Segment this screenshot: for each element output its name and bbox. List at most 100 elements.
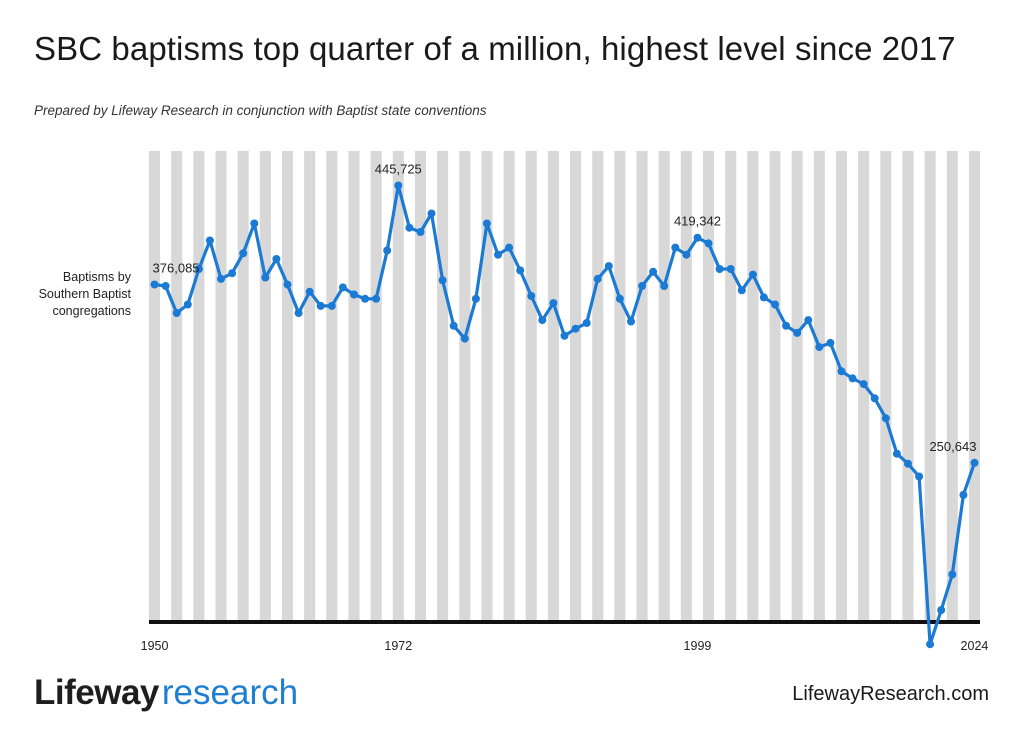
stripe-1988 (570, 151, 582, 620)
website-link[interactable]: LifewayResearch.com (792, 683, 989, 705)
stripe-1980 (481, 151, 493, 620)
x-axis-baseline (149, 620, 980, 624)
data-point-1953 (183, 300, 192, 309)
data-point-1974 (416, 228, 425, 236)
stripe-1968 (348, 151, 360, 620)
logo-word-lifeway: Lifeway (34, 673, 159, 712)
data-point-1958 (239, 249, 248, 258)
data-point-1975 (427, 209, 436, 218)
stripe-1982 (503, 151, 515, 620)
stripe-1992 (614, 151, 626, 620)
annotation-1972: 445,725 (375, 161, 422, 176)
data-point-1986 (549, 299, 558, 308)
data-point-1992 (615, 294, 624, 303)
stripe-2012 (835, 151, 848, 620)
data-point-1989 (582, 319, 591, 327)
annotation-2024: 250,643 (929, 439, 976, 454)
data-point-2006 (771, 300, 779, 309)
stripe-1984 (525, 151, 537, 620)
data-point-2007 (782, 321, 791, 330)
annotation-1950: 376,085 (153, 260, 200, 275)
x-tick-2024: 2024 (961, 639, 989, 653)
data-point-1981 (494, 250, 502, 259)
data-point-2020 (926, 640, 935, 649)
series-line-baptisms (152, 183, 977, 646)
stripe-1994 (636, 151, 648, 620)
data-points (150, 181, 979, 649)
data-point-1978 (460, 334, 469, 343)
stripe-1998 (680, 151, 692, 620)
stripe-1956 (215, 151, 227, 620)
stripe-2010 (813, 151, 825, 620)
data-point-1951 (161, 282, 170, 290)
data-point-2012 (837, 367, 846, 376)
data-point-1961 (272, 255, 281, 263)
data-point-1962 (283, 280, 292, 289)
data-point-1964 (305, 287, 314, 296)
value-annotations: 376,085 445,725 419,342 250,643 (153, 161, 977, 453)
data-point-2011 (826, 338, 835, 347)
data-point-2016 (881, 414, 890, 423)
data-point-1983 (516, 266, 525, 275)
data-point-1966 (327, 301, 336, 310)
stripe-1996 (658, 151, 670, 620)
data-point-1995 (649, 267, 658, 276)
stripe-1964 (304, 151, 316, 620)
data-point-1955 (205, 236, 214, 245)
y-axis-label-line-2: Southern Baptist (38, 287, 131, 301)
stripe-2000 (703, 151, 715, 620)
stripe-2018 (902, 151, 914, 620)
stripe-1950 (149, 151, 161, 620)
stripe-2002 (725, 151, 737, 620)
stripe-1952 (171, 151, 183, 620)
data-point-1980 (482, 219, 491, 228)
annotation-1999: 419,342 (674, 214, 721, 229)
data-point-2010 (815, 343, 824, 352)
data-point-1984 (527, 292, 536, 300)
stripe-1970 (370, 151, 382, 620)
data-point-1993 (627, 317, 635, 326)
data-point-2014 (859, 380, 868, 389)
stripe-2016 (880, 151, 892, 620)
data-point-2008 (793, 328, 802, 337)
data-point-2013 (848, 374, 857, 383)
stripe-1990 (592, 151, 604, 620)
data-point-1976 (438, 276, 447, 285)
stripe-2020 (924, 151, 936, 620)
data-point-1965 (316, 301, 325, 310)
logo-word-research: research (161, 673, 299, 712)
stripe-1958 (237, 151, 249, 620)
x-axis-tick-labels: 1950 1972 1999 2024 (141, 639, 989, 653)
data-point-1950 (150, 280, 159, 289)
data-point-1977 (449, 321, 458, 330)
data-point-1991 (604, 262, 613, 271)
data-point-2021 (937, 606, 946, 615)
data-point-2018 (904, 459, 912, 468)
stripe-2004 (747, 151, 759, 620)
stripe-2024 (968, 151, 980, 620)
data-point-1969 (361, 294, 370, 303)
data-point-2019 (915, 472, 924, 481)
stripe-2022 (946, 151, 958, 620)
data-point-1996 (660, 282, 669, 290)
data-point-2001 (715, 265, 724, 273)
y-axis-label: Baptisms by Southern Baptist congregatio… (0, 269, 131, 320)
data-point-1982 (505, 243, 514, 252)
chart-title: SBC baptisms top quarter of a million, h… (34, 30, 956, 67)
data-point-1957 (228, 269, 237, 278)
data-point-1987 (560, 331, 569, 340)
stripe-1954 (193, 151, 205, 620)
data-point-1970 (372, 294, 381, 303)
data-point-1985 (538, 316, 547, 325)
data-point-2003 (737, 286, 746, 295)
data-point-1956 (217, 274, 225, 283)
data-point-1998 (682, 250, 691, 259)
data-point-1971 (383, 246, 392, 255)
x-tick-1972: 1972 (384, 639, 412, 653)
stripe-1962 (281, 151, 294, 620)
stripe-2008 (791, 151, 803, 620)
stripe-1960 (259, 151, 271, 620)
data-point-2004 (748, 270, 757, 279)
background-stripes (149, 151, 980, 620)
